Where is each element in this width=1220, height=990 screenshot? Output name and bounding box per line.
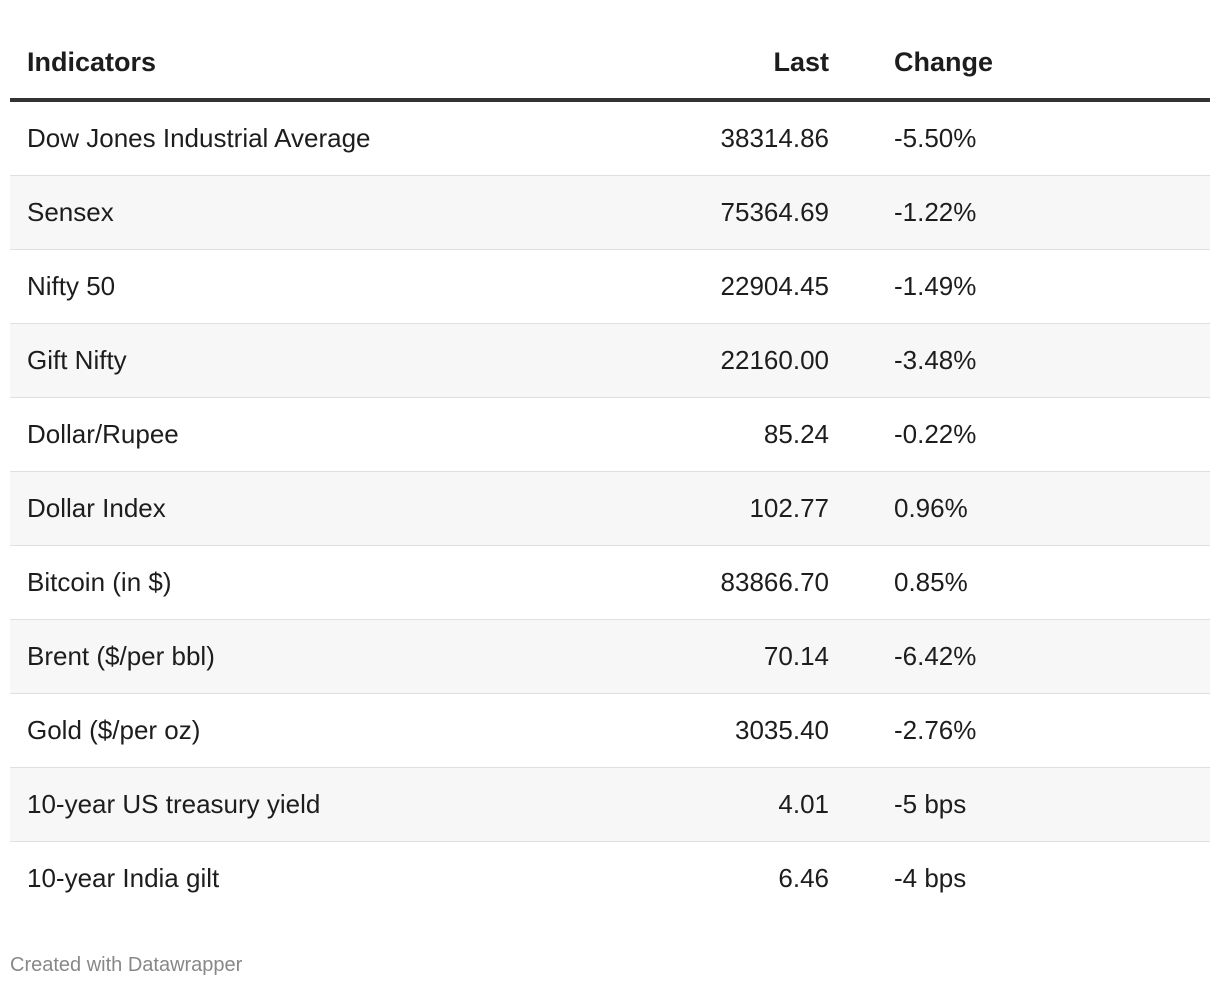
header-indicators[interactable]: Indicators <box>27 46 157 77</box>
indicator-cell: Sensex <box>27 197 114 227</box>
indicator-cell: 10-year US treasury yield <box>27 789 321 819</box>
change-cell: -5.50% <box>894 123 977 153</box>
last-cell: 102.77 <box>749 493 829 523</box>
last-cell: 83866.70 <box>720 567 829 597</box>
table-row: 10-year US treasury yield 4.01 -5 bps <box>10 768 1210 842</box>
last-cell: 4.01 <box>778 789 829 819</box>
datawrapper-credit[interactable]: Created with Datawrapper <box>10 954 243 976</box>
indicator-cell: Gift Nifty <box>27 345 127 375</box>
indicator-cell: Dollar Index <box>27 493 166 523</box>
table-row: Gold ($/per oz) 3035.40 -2.76% <box>10 694 1210 768</box>
change-cell: 0.96% <box>894 493 968 523</box>
change-cell: -1.49% <box>894 271 977 301</box>
change-cell: -4 bps <box>894 863 967 893</box>
table-row: Nifty 50 22904.45 -1.49% <box>10 250 1210 324</box>
table-header: Indicators Last Change <box>10 26 1210 102</box>
table-row: Dollar Index 102.77 0.96% <box>10 472 1210 546</box>
change-cell: -3.48% <box>894 345 977 375</box>
indicators-table: Indicators Last Change Dow Jones Industr… <box>10 26 1210 915</box>
last-cell: 3035.40 <box>735 715 829 745</box>
table-row: Gift Nifty 22160.00 -3.48% <box>10 324 1210 398</box>
header-change[interactable]: Change <box>894 46 994 77</box>
change-cell: 0.85% <box>894 567 968 597</box>
last-cell: 70.14 <box>763 641 829 671</box>
indicator-cell: Brent ($/per bbl) <box>27 641 215 671</box>
indicator-cell: Gold ($/per oz) <box>27 715 201 745</box>
change-cell: -2.76% <box>894 715 977 745</box>
change-cell: -1.22% <box>894 197 977 227</box>
header-last[interactable]: Last <box>773 46 829 77</box>
last-cell: 85.24 <box>763 419 829 449</box>
table-row: Dow Jones Industrial Average 38314.86 -5.5… <box>10 102 1210 176</box>
last-cell: 22904.45 <box>720 271 829 301</box>
last-cell: 22160.00 <box>720 345 829 375</box>
indicator-cell: Bitcoin (in $) <box>27 567 172 597</box>
change-cell: -6.42% <box>894 641 977 671</box>
table-body: Dow Jones Industrial Average 38314.86 -5.5… <box>10 102 1210 915</box>
change-cell: -5 bps <box>894 789 967 819</box>
table-row: Sensex 75364.69 -1.22% <box>10 176 1210 250</box>
indicator-cell: Nifty 50 <box>27 271 116 301</box>
last-cell: 38314.86 <box>720 123 829 153</box>
table-row: 10-year India gilt 6.46 -4 bps <box>10 842 1210 915</box>
last-cell: 6.46 <box>778 863 829 893</box>
table-row: Bitcoin (in $) 83866.70 0.85% <box>10 546 1210 620</box>
change-cell: -0.22% <box>894 419 977 449</box>
indicator-cell: Dow Jones Industrial Average <box>27 123 371 153</box>
indicator-cell: Dollar/Rupee <box>27 419 179 449</box>
last-cell: 75364.69 <box>720 197 829 227</box>
table-row: Dollar/Rupee 85.24 -0.22% <box>10 398 1210 472</box>
table-row: Brent ($/per bbl) 70.14 -6.42% <box>10 620 1210 694</box>
indicator-cell: 10-year India gilt <box>27 863 220 893</box>
